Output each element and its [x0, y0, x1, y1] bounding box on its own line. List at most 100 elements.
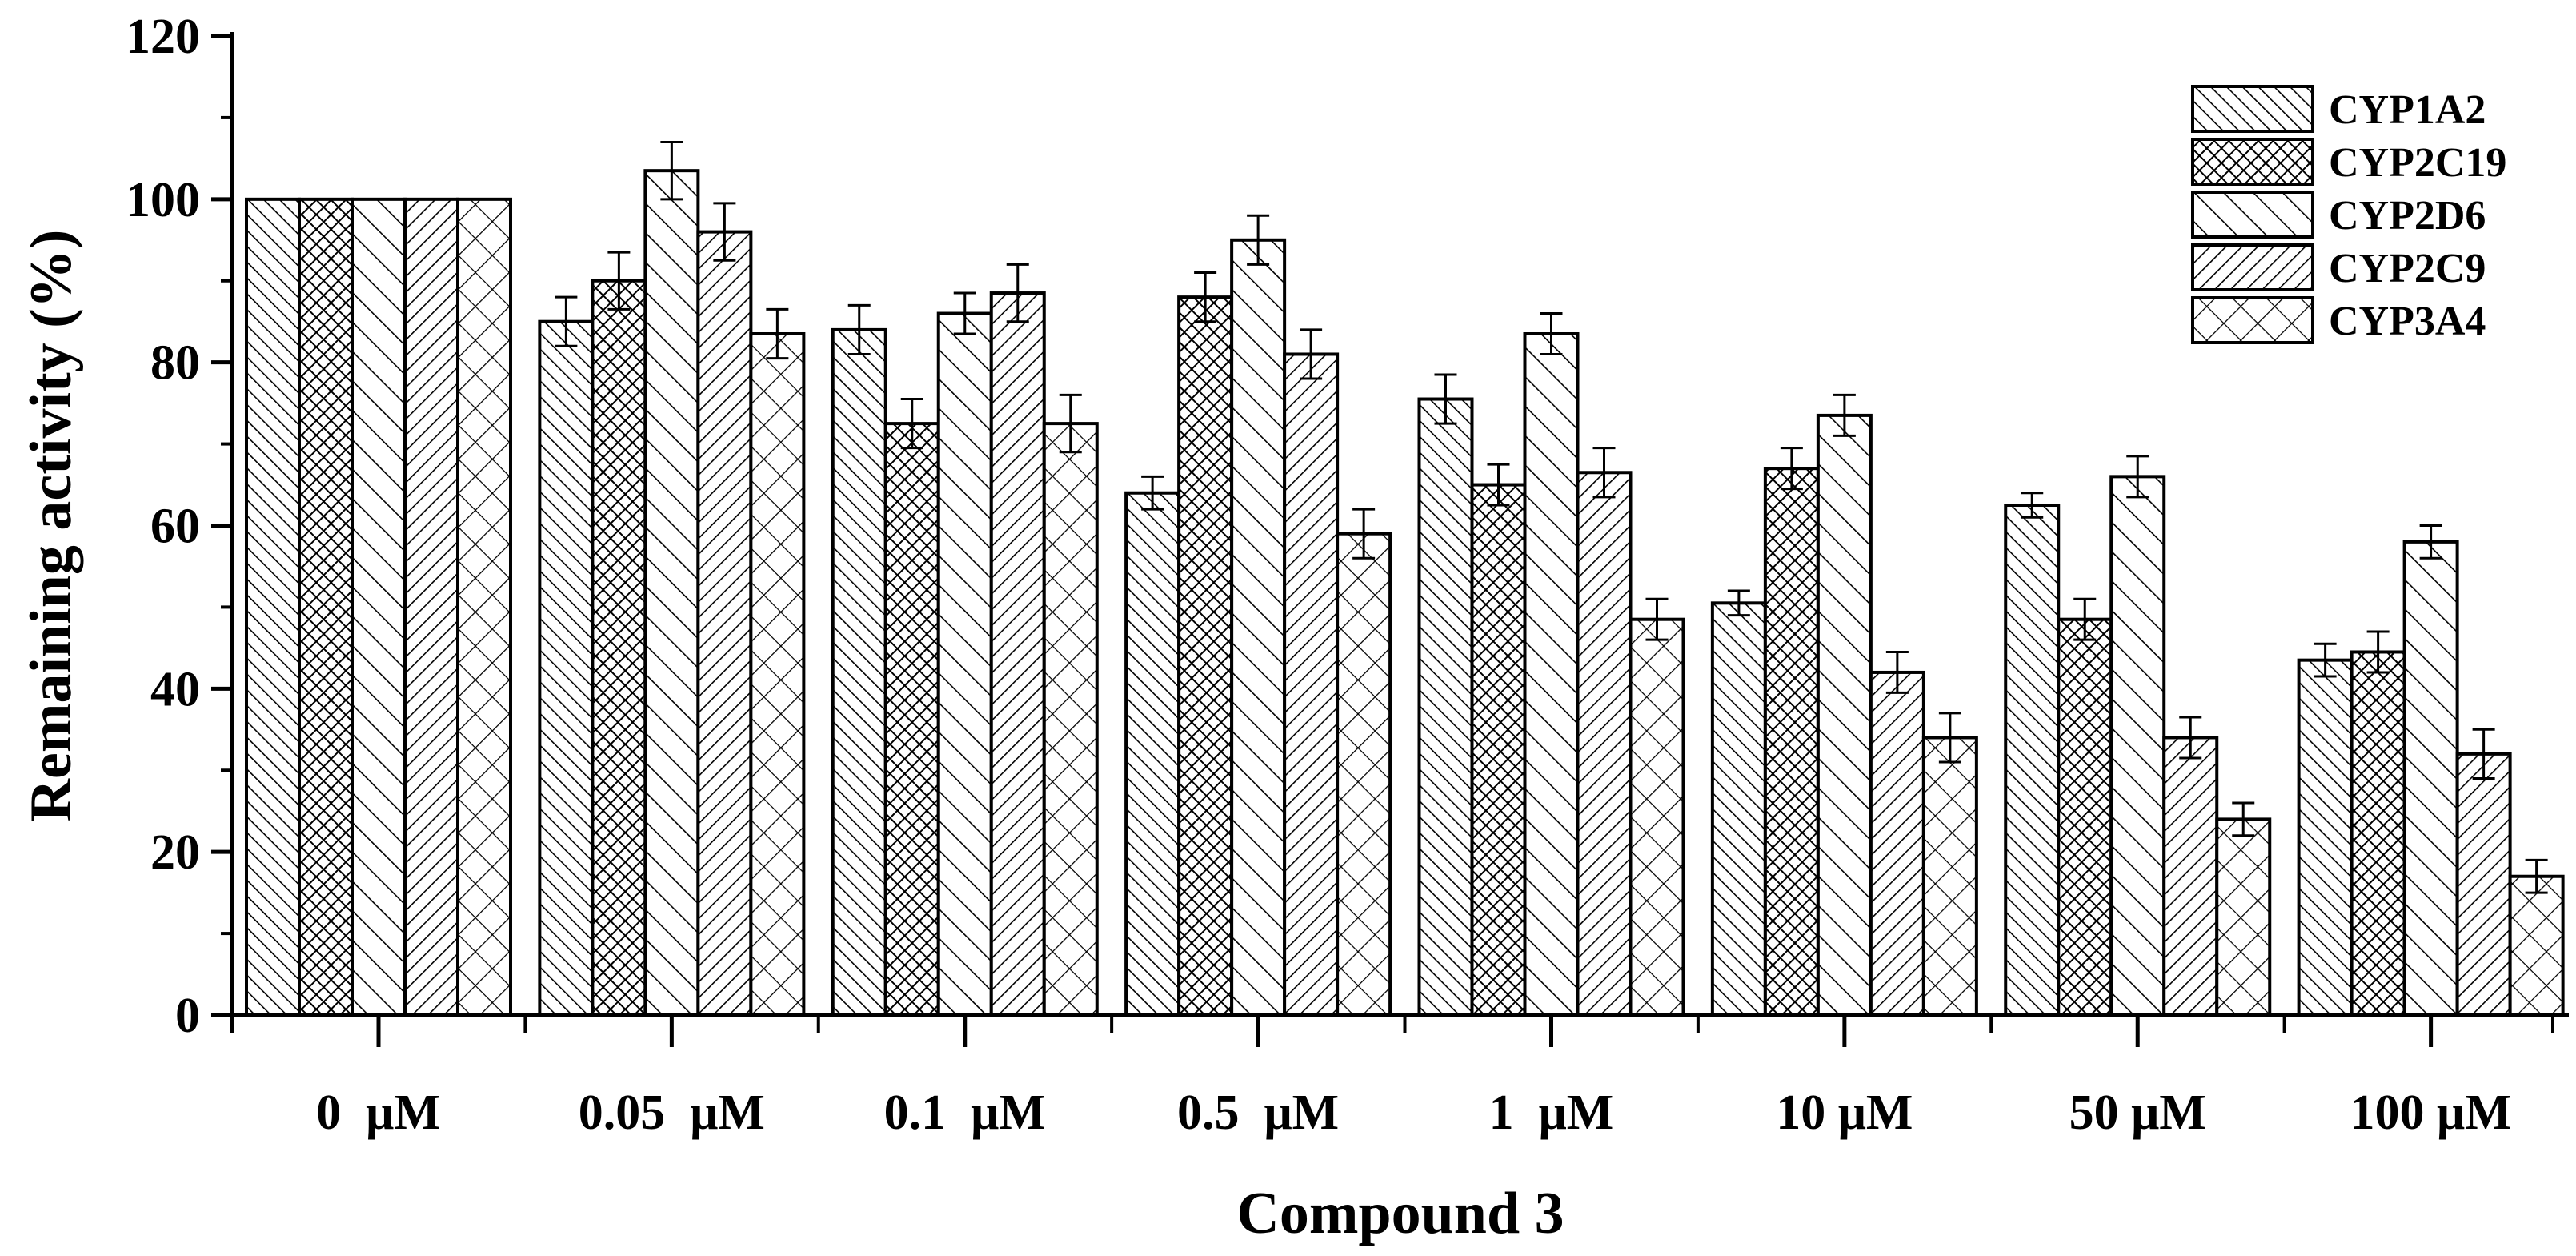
error-bar-cyp1a2-1	[555, 295, 578, 347]
error-bar-cyp1a2-7	[2314, 642, 2337, 678]
legend-item-cyp2d6: CYP2D6	[2191, 191, 2486, 239]
bar-cyp2d6-5	[1816, 413, 1873, 1017]
bar-cyp2d6-0	[351, 197, 407, 1017]
error-bar-cyp2c19-7	[2366, 630, 2390, 674]
legend-label: CYP2D6	[2329, 193, 2486, 239]
error-bar-cyp2c9-2	[1006, 263, 1029, 323]
x-tick-label: 50 μM	[2069, 1085, 2206, 1140]
x-tick-label: 0 μM	[316, 1085, 441, 1140]
bar-cyp2c19-6	[2057, 617, 2113, 1017]
x-tick-label: 0.05 μM	[579, 1085, 765, 1140]
bar-cyp1a2-4	[1417, 397, 1474, 1017]
bar-cyp2c9-3	[1283, 352, 1340, 1017]
y-tick-label: 120	[126, 10, 200, 64]
bar-cyp3a4-4	[1629, 617, 1685, 1017]
error-bar-cyp3a4-3	[1352, 508, 1376, 560]
bar-cyp2c19-5	[1763, 467, 1820, 1017]
bar-cyp1a2-5	[1710, 601, 1767, 1017]
legend-swatch	[2191, 191, 2314, 239]
error-bar-cyp2c19-4	[1487, 463, 1510, 507]
error-bar-cyp3a4-1	[766, 307, 789, 360]
legend-item-cyp2c9: CYP2C9	[2191, 243, 2486, 291]
bar-cyp2c9-4	[1576, 471, 1633, 1017]
bar-cyp2c19-1	[591, 279, 647, 1017]
bar-cyp1a2-6	[2004, 504, 2061, 1017]
y-tick-label: 80	[150, 336, 200, 391]
bar-cyp2d6-3	[1230, 238, 1287, 1017]
legend-item-cyp2c19: CYP2C19	[2191, 138, 2506, 186]
bar-cyp3a4-5	[1921, 736, 1978, 1017]
bar-cyp1a2-3	[1124, 491, 1181, 1017]
error-bar-cyp1a2-2	[847, 303, 871, 355]
y-tick-label: 0	[175, 989, 200, 1043]
error-bar-cyp2d6-3	[1247, 214, 1270, 266]
bar-cyp2c19-3	[1177, 295, 1234, 1017]
error-bar-cyp3a4-5	[1938, 712, 1961, 764]
x-tick-label: 0.1 μM	[884, 1085, 1046, 1140]
bar-cyp2c19-4	[1470, 483, 1527, 1017]
bar-cyp3a4-3	[1336, 532, 1392, 1017]
bar-cyp2d6-4	[1523, 331, 1580, 1017]
bar-cyp2c9-5	[1869, 670, 1925, 1017]
x-tick-label: 1 μM	[1489, 1085, 1614, 1140]
legend-label: CYP2C19	[2329, 140, 2506, 186]
error-bar-cyp3a4-6	[2232, 801, 2255, 837]
bar-cyp3a4-2	[1042, 422, 1099, 1017]
legend-item-cyp1a2: CYP1A2	[2191, 85, 2486, 133]
legend-swatch	[2191, 138, 2314, 186]
bar-cyp3a4-6	[2215, 817, 2272, 1017]
bar-cyp2d6-7	[2402, 540, 2459, 1017]
bar-cyp2c9-2	[989, 291, 1046, 1017]
error-bar-cyp2d6-2	[953, 291, 976, 335]
bar-cyp2c9-7	[2455, 752, 2512, 1017]
x-tick-label: 100 μM	[2350, 1085, 2512, 1140]
bar-cyp2c19-2	[883, 422, 940, 1017]
bar-cyp2c19-7	[2350, 650, 2406, 1017]
bars-layer	[245, 169, 2565, 1017]
error-bar-cyp1a2-6	[2021, 492, 2044, 519]
y-tick-label: 40	[150, 662, 200, 716]
error-bar-cyp1a2-4	[1434, 373, 1457, 425]
x-axis-title: Compound 3	[1236, 1181, 1564, 1246]
error-bar-cyp2d6-7	[2419, 524, 2442, 560]
error-bar-cyp3a4-4	[1645, 597, 1669, 641]
bar-cyp2d6-6	[2109, 475, 2166, 1017]
bar-cyp1a2-0	[245, 197, 301, 1017]
bar-cyp3a4-7	[2508, 874, 2565, 1017]
y-axis-title: Remaining activity (%)	[18, 230, 84, 822]
error-bar-cyp2c9-3	[1300, 328, 1323, 380]
bar-cyp1a2-2	[831, 327, 887, 1017]
error-bar-cyp2c9-1	[713, 202, 736, 262]
legend: CYP1A2 CYP2C19 CYP2D6 CYP2C9 CYP3A4	[2191, 85, 2506, 344]
bar-cyp2c9-0	[403, 197, 459, 1017]
bar-cyp2d6-1	[643, 169, 700, 1017]
x-tick-label: 10 μM	[1776, 1085, 1913, 1140]
bar-cyp1a2-7	[2297, 658, 2354, 1017]
bar-cyp2d6-2	[936, 311, 993, 1017]
bar-cyp3a4-0	[456, 197, 512, 1017]
legend-label: CYP3A4	[2329, 299, 2486, 344]
legend-swatch	[2191, 296, 2314, 344]
error-bar-cyp1a2-3	[1141, 475, 1164, 511]
error-bar-cyp2c19-2	[900, 398, 923, 450]
y-tick-label: 100	[126, 173, 200, 227]
error-bar-cyp2d6-6	[2126, 455, 2149, 499]
bar-cyp3a4-1	[749, 331, 806, 1017]
error-bar-cyp2c19-1	[607, 251, 631, 311]
y-tick-label: 20	[150, 825, 200, 880]
error-bar-cyp3a4-2	[1059, 393, 1082, 454]
legend-item-cyp3a4: CYP3A4	[2191, 296, 2486, 344]
legend-label: CYP2C9	[2329, 246, 2486, 291]
legend-swatch	[2191, 85, 2314, 133]
error-bar-cyp2c9-7	[2472, 728, 2495, 780]
x-tick-label: 0.5 μM	[1177, 1085, 1339, 1140]
axes-layer	[211, 32, 2569, 1047]
error-bar-cyp2c19-3	[1194, 271, 1217, 323]
y-tick-label: 60	[150, 500, 200, 554]
legend-swatch	[2191, 243, 2314, 291]
legend-label: CYP1A2	[2329, 87, 2486, 133]
error-bar-cyp2c19-6	[2073, 597, 2097, 641]
error-bar-cyp2c19-5	[1780, 447, 1803, 491]
